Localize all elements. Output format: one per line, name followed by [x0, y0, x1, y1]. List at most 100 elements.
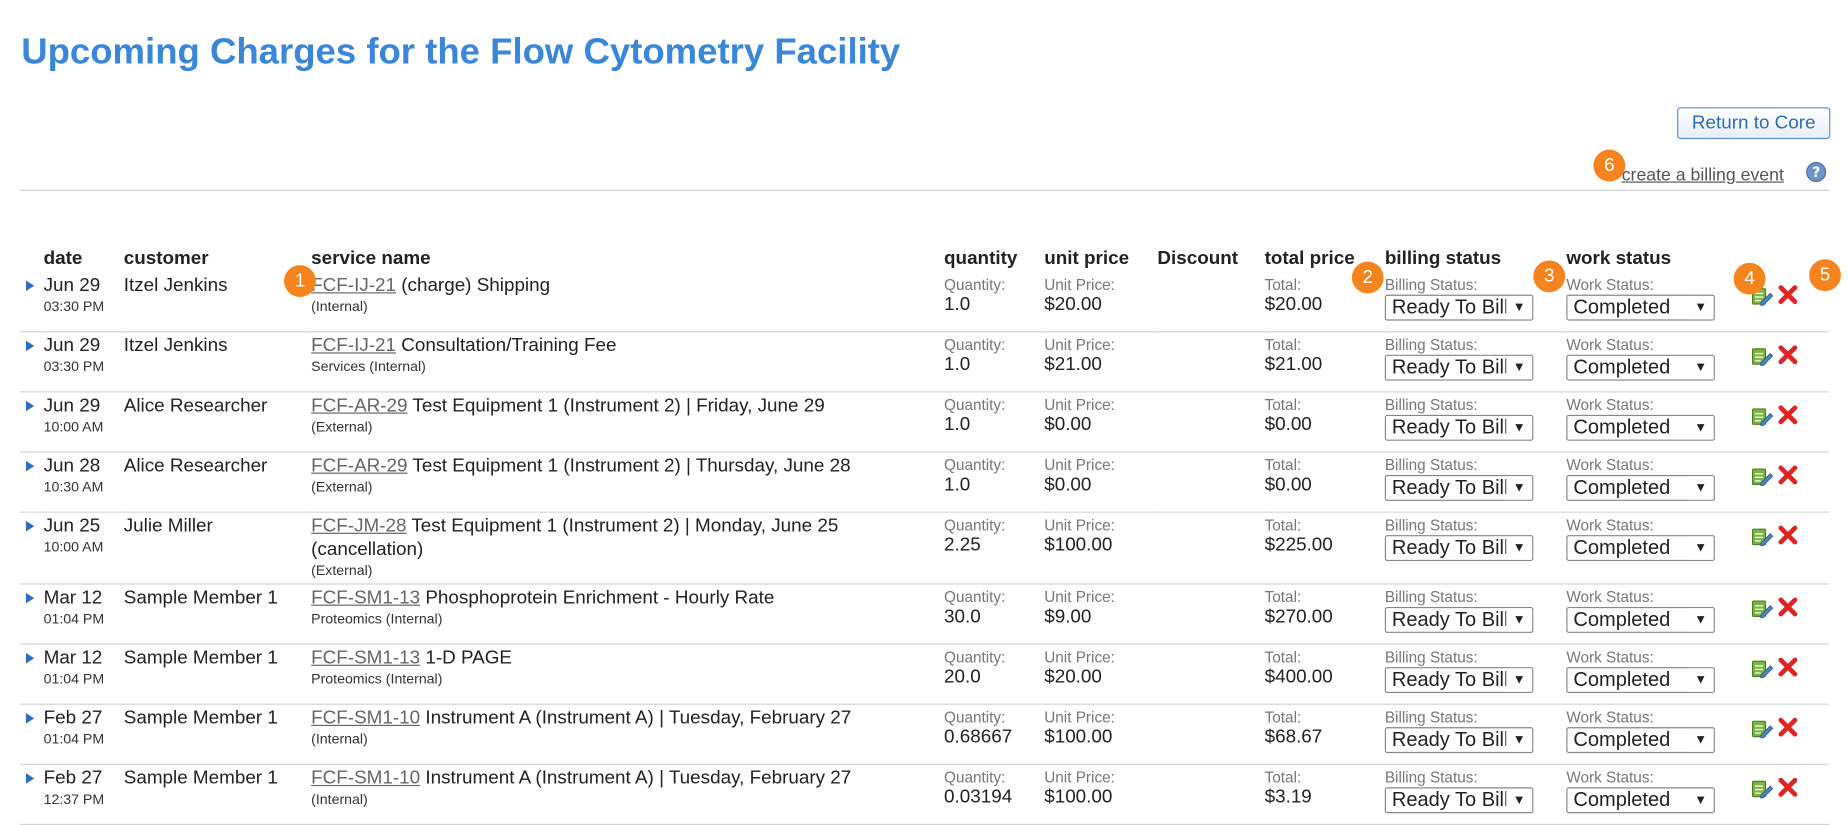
customer: Alice Researcher [123, 456, 268, 477]
service-line: FCF-SM1-13 1-D PAGE [311, 647, 944, 671]
work-select[interactable]: Completed ▼ [1566, 294, 1715, 321]
billing-value: Ready To Bill [1391, 608, 1509, 631]
date: Feb 27 [43, 768, 103, 789]
work-cell: Work Status: Completed ▼ [1566, 583, 1733, 645]
unit-price-label: Unit Price: [1044, 708, 1115, 726]
billing-select[interactable]: Ready To Bill ▼ [1384, 294, 1534, 321]
billing-edit-icon[interactable] [1749, 524, 1777, 548]
service-code-link[interactable]: FCF-JM-28 [311, 516, 407, 537]
column-header: Discount [1157, 248, 1239, 269]
service-name: Instrument A (Instrument A) | Tuesday, F… [425, 768, 852, 789]
quantity-cell: Quantity: 2.25 [944, 512, 1045, 585]
service-code-link[interactable]: FCF-AR-29 [311, 456, 408, 477]
billing-cell: Billing Status: Ready To Bill ▼ [1384, 451, 1567, 513]
customer: Sample Member 1 [123, 648, 278, 669]
total: $68.67 [1264, 727, 1323, 748]
charge-row: Jun 29 10:00 AM Alice Researcher FCF-AR-29 … [20, 391, 1830, 453]
unit-price-label: Unit Price: [1044, 768, 1115, 787]
select-arrow: ▼ [1506, 416, 1533, 440]
callout-badge: 3 [1533, 260, 1566, 293]
delete-icon[interactable] [1777, 524, 1801, 548]
billing-select[interactable]: Ready To Bill ▼ [1384, 414, 1534, 441]
billing-edit-icon[interactable] [1749, 656, 1777, 680]
service-code-link[interactable]: FCF-SM1-13 [311, 588, 421, 609]
create-billing-link[interactable]: create a billing event [1621, 164, 1784, 186]
work-select[interactable]: Completed ▼ [1566, 667, 1715, 693]
header-row: date customer service name quantity unit pri… [20, 246, 1829, 272]
billing-value: Ready To Bill [1391, 295, 1509, 319]
return-button[interactable]: Return to Core [1677, 107, 1831, 140]
billing-select[interactable]: Ready To Bill ▼ [1384, 354, 1534, 381]
service-code-link[interactable]: FCF-SM1-10 [311, 768, 421, 789]
service-code-link[interactable]: FCF-IJ-21 [311, 335, 396, 356]
billing-edit-icon[interactable] [1749, 344, 1777, 368]
delete-icon[interactable] [1777, 656, 1801, 680]
billing-label: Billing Status: [1384, 456, 1478, 474]
discount-cell [1157, 512, 1265, 585]
work-select[interactable]: Completed ▼ [1566, 414, 1715, 441]
quantity-label: Quantity: [944, 395, 1006, 414]
billing-select[interactable]: Ready To Bill ▼ [1384, 606, 1534, 633]
billing-select[interactable]: Ready To Bill ▼ [1384, 787, 1534, 814]
work-cell: Work Status: Completed ▼ [1566, 644, 1733, 705]
quantity-cell: Quantity: 1.0 [944, 391, 1045, 453]
total: $20.00 [1264, 294, 1323, 315]
total-cell: Total: $0.00 [1264, 451, 1385, 513]
date-cell: Jun 28 10:30 AM [43, 451, 124, 513]
billing-edit-icon[interactable] [1749, 464, 1777, 488]
work-select[interactable]: Completed ▼ [1566, 474, 1715, 501]
expand-cell [20, 451, 44, 513]
billing-select[interactable]: Ready To Bill ▼ [1384, 727, 1534, 754]
expand-arrow[interactable] [20, 647, 39, 671]
help-icon[interactable]: ? [1806, 161, 1827, 183]
billing-edit-icon[interactable] [1749, 404, 1777, 428]
billing-edit-icon[interactable] [1749, 777, 1777, 801]
billing-edit-icon[interactable] [1749, 717, 1777, 741]
quantity: 0.68667 [944, 727, 1013, 748]
service-code-link[interactable]: FCF-SM1-10 [311, 708, 421, 729]
charge-row: Feb 27 01:04 PM Sample Member 1 FCF-SM1-10 … [20, 704, 1830, 765]
work-label: Work Status: [1566, 275, 1654, 294]
billing-select[interactable]: Ready To Bill ▼ [1384, 535, 1534, 561]
delete-icon[interactable] [1777, 717, 1801, 741]
expand-arrow[interactable] [20, 767, 39, 791]
service-code-link[interactable]: FCF-SM1-13 [311, 648, 421, 669]
billing-cell: Billing Status: Ready To Bill ▼ [1384, 704, 1567, 765]
billing-label: Billing Status: [1384, 335, 1478, 354]
service-code-link[interactable]: FCF-IJ-21 [311, 275, 396, 296]
work-select[interactable]: Completed ▼ [1566, 354, 1715, 381]
quantity-cell: Quantity: 30.0 [944, 583, 1045, 645]
expand-arrow[interactable] [20, 275, 39, 299]
expand-cell [20, 391, 44, 453]
delete-icon[interactable] [1777, 404, 1801, 428]
delete-icon[interactable] [1777, 777, 1801, 801]
billing-value: Ready To Bill [1391, 728, 1509, 751]
work-select[interactable]: Completed ▼ [1566, 535, 1715, 561]
delete-icon[interactable] [1777, 464, 1801, 488]
work-select[interactable]: Completed ▼ [1566, 606, 1715, 633]
unit-price: $20.00 [1044, 294, 1102, 315]
expand-arrow[interactable] [20, 707, 39, 731]
date: Jun 29 [43, 335, 101, 356]
unit-price-cell: Unit Price: $20.00 [1044, 272, 1158, 333]
expand-arrow[interactable] [20, 455, 39, 479]
discount-cell [1157, 331, 1265, 393]
time: 01:04 PM [43, 610, 105, 627]
service-code-link[interactable]: FCF-AR-29 [311, 395, 408, 417]
delete-icon[interactable] [1777, 596, 1801, 620]
work-select[interactable]: Completed ▼ [1566, 787, 1715, 814]
expand-arrow[interactable] [20, 515, 39, 539]
work-select[interactable]: Completed ▼ [1566, 727, 1715, 754]
billing-cell: Billing Status: Ready To Bill ▼ [1384, 583, 1567, 645]
expand-arrow[interactable] [20, 335, 39, 359]
billing-select[interactable]: Ready To Bill ▼ [1384, 667, 1534, 693]
expand-arrow[interactable] [20, 587, 39, 611]
expand-arrow[interactable] [20, 395, 39, 419]
delete-icon[interactable] [1777, 344, 1801, 368]
billing-label: Billing Status: [1384, 275, 1478, 294]
billing-select[interactable]: Ready To Bill ▼ [1384, 474, 1534, 501]
select-arrow: ▼ [1687, 476, 1714, 500]
delete-icon[interactable] [1777, 284, 1801, 308]
discount-cell [1157, 764, 1265, 825]
billing-edit-icon[interactable] [1749, 596, 1777, 620]
